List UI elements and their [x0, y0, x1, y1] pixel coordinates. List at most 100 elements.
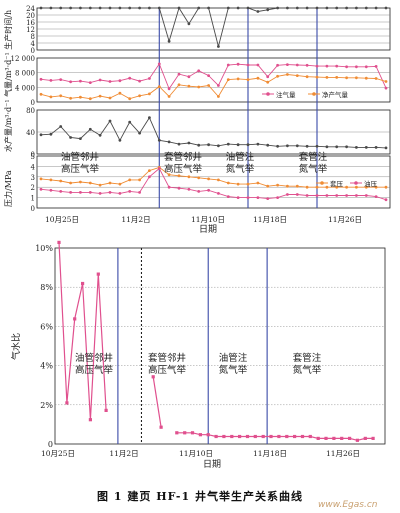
ylabel-top-block: 水产量/m³·d⁻¹ 气量/m³·d⁻¹ 生产时间/h [3, 10, 13, 152]
ytick-label-2-0: 80 [26, 107, 35, 115]
data-point-4-0-8 [151, 375, 155, 379]
data-point-3-0-2 [59, 179, 63, 183]
data-point-4-0-6 [104, 408, 108, 412]
data-point-3-0-24 [276, 183, 279, 187]
ytick-label-0-1: 20 [26, 12, 35, 20]
data-point-3-0-17 [207, 177, 211, 181]
data-point-1-1-27 [305, 75, 309, 79]
data-point-2-0-12 [157, 138, 161, 142]
xtick-label-bottom-1: 11月2日 [109, 449, 138, 458]
data-point-0-0-20 [236, 6, 240, 10]
data-point-0-0-5 [88, 6, 92, 10]
data-point-0-0-28 [315, 6, 319, 10]
data-point-1-0-12 [157, 62, 161, 66]
data-point-1-0-8 [118, 79, 122, 83]
data-point-3-0-19 [226, 181, 230, 185]
data-point-3-0-23 [266, 184, 270, 188]
data-point-2-0-31 [345, 145, 348, 149]
series-line-3-0-0 [40, 166, 386, 188]
data-point-0-0-24 [276, 6, 279, 10]
data-point-3-0-29 [325, 185, 329, 189]
data-point-3-1-24 [276, 196, 279, 200]
data-point-4-0-29 [316, 436, 320, 440]
data-point-1-1-0 [39, 92, 43, 96]
data-point-1-1-20 [236, 77, 240, 81]
data-point-3-0-1 [49, 178, 53, 182]
data-point-0-0-22 [256, 10, 260, 13]
ytick-label-3-2: 3 [31, 174, 35, 182]
data-point-3-0-20 [236, 182, 240, 186]
data-point-3-1-23 [266, 197, 270, 201]
data-point-4-0-5 [96, 272, 100, 276]
data-point-1-0-26 [295, 63, 299, 67]
data-point-0-0-31 [345, 6, 348, 10]
data-point-2-0-22 [256, 142, 260, 146]
ytick-label-0-2: 16 [26, 19, 35, 27]
data-point-2-0-29 [325, 145, 329, 149]
data-point-1-1-22 [256, 76, 260, 80]
data-point-2-0-0 [39, 133, 43, 137]
data-point-2-0-14 [177, 142, 181, 146]
legend-pressure: 套压 油压 [316, 179, 378, 188]
data-point-4-0-21 [253, 434, 257, 439]
data-point-2-0-19 [226, 142, 230, 146]
data-point-1-1-1 [49, 95, 53, 99]
data-point-1-0-18 [217, 84, 220, 87]
stage-label-top-4a: 套管注 [299, 151, 328, 163]
data-point-1-0-7 [108, 80, 112, 83]
xtick-label-top-1: 11月2日 [121, 215, 150, 224]
data-point-3-1-14 [177, 186, 181, 190]
data-point-1-1-6 [98, 94, 102, 98]
watermark: www.Egas.cn [318, 500, 378, 510]
data-point-3-0-16 [197, 176, 201, 180]
data-point-4-0-3 [81, 281, 85, 286]
data-point-1-1-26 [295, 74, 299, 77]
data-point-4-0-18 [230, 434, 234, 439]
data-point-3-0-9 [128, 178, 132, 182]
ytick-label-3-4: 1 [31, 195, 35, 203]
data-point-2-0-17 [207, 143, 211, 147]
data-point-1-1-8 [118, 91, 122, 95]
data-point-3-1-3 [69, 191, 72, 194]
data-point-4-0-33 [348, 436, 352, 440]
data-point-1-1-18 [217, 95, 220, 98]
data-point-2-0-25 [286, 144, 289, 148]
data-point-2-0-20 [236, 143, 240, 147]
stage-label-bottom-3b: 氮气举 [219, 364, 248, 376]
ytick-label-0-0: 24 [26, 5, 35, 13]
data-point-2-0-24 [276, 144, 279, 148]
series-line-2-0-0 [40, 116, 387, 149]
data-point-0-0-4 [79, 6, 82, 10]
ytick-label-3-3: 2 [31, 184, 35, 192]
data-point-4-0-32 [340, 436, 344, 440]
ytick-label-0-4: 8 [31, 33, 35, 41]
series-lines [39, 6, 388, 442]
data-point-2-0-16 [197, 143, 201, 147]
data-point-3-0-25 [286, 184, 289, 188]
data-point-2-0-32 [355, 146, 358, 149]
data-point-3-1-32 [355, 194, 358, 197]
data-point-1-0-14 [177, 72, 181, 76]
ytick-label-4-0: 10% [35, 244, 53, 253]
panel-gas-water-ratio [54, 247, 386, 445]
data-point-2-0-26 [295, 144, 299, 148]
data-point-1-0-21 [246, 63, 250, 67]
xtick-label-top-2: 11月10日 [191, 215, 225, 224]
data-point-1-1-2 [59, 94, 63, 98]
ytick-label-4-2: 6% [40, 322, 53, 331]
data-point-0-0-29 [325, 6, 329, 10]
data-point-1-1-9 [128, 97, 132, 101]
stage-label-top-1a: 油管邻井 [61, 151, 99, 163]
stage-label-top-3a: 油管注 [226, 151, 255, 163]
data-point-1-1-19 [226, 78, 230, 81]
data-point-2-0-7 [108, 119, 112, 123]
data-point-3-0-27 [305, 185, 309, 189]
stage-label-top-2a: 套管邻井 [164, 151, 202, 163]
data-point-4-0-23 [269, 434, 273, 439]
series-line-4-0-0 [58, 242, 107, 420]
data-point-1-0-35 [384, 86, 388, 90]
ytick-label-0-6: 0 [31, 47, 35, 55]
ytick-label-3-5: 0 [31, 205, 35, 213]
data-point-1-0-24 [276, 63, 279, 67]
ylabel-pressure: 压力/MPa [3, 170, 13, 207]
